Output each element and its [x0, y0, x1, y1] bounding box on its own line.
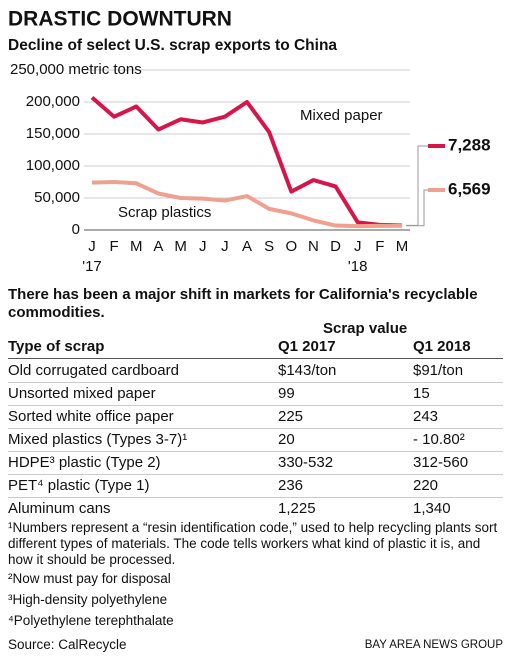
table: There has been a major shift in markets … — [8, 286, 503, 517]
table-row: Aluminum cans 1,225 1,340 — [8, 497, 503, 520]
group-header: Scrap value — [323, 320, 408, 337]
table-cell: Sorted white office paper — [8, 408, 174, 425]
leader-line — [406, 189, 428, 227]
x-tick-label: F — [110, 238, 119, 255]
table-row: Sorted white office paper 225 243 — [8, 405, 503, 429]
table-cell: $143/ton — [278, 362, 337, 379]
column-header: Q1 2017 — [278, 338, 336, 355]
source: Source: CalRecycle — [8, 637, 127, 652]
table-cell: 1,340 — [413, 500, 451, 517]
y-tick-label: 200,000 — [26, 93, 80, 110]
x-tick-label: M — [130, 238, 143, 255]
table-cell: 220 — [413, 477, 439, 494]
x-year-label: '17 — [82, 258, 102, 275]
x-tick-label: J — [88, 238, 96, 255]
x-tick-label: F — [375, 238, 384, 255]
chart-subtitle: Decline of select U.S. scrap exports to … — [8, 37, 337, 54]
x-tick-label: D — [330, 238, 341, 255]
x-tick-label: M — [174, 238, 187, 255]
line — [90, 96, 403, 228]
y-tick-label: 150,000 — [26, 125, 80, 142]
table-row: PET⁴ plastic (Type 1) 236 220 — [8, 474, 503, 498]
table-row: Old corrugated cardboard $143/ton $91/ton — [8, 359, 503, 383]
column-header: Q1 2018 — [413, 338, 471, 355]
table-row: Unsorted mixed paper 99 15 — [8, 382, 503, 406]
column-header: Type of scrap — [8, 338, 105, 355]
x-tick-label: N — [308, 238, 319, 255]
table-cell: $91/ton — [413, 362, 464, 379]
x-tick-label: S — [264, 238, 274, 255]
table-cell: Mixed plastics (Types 3-7)¹ — [8, 431, 188, 448]
credit: BAY AREA NEWS GROUP — [364, 639, 503, 651]
table-row: HDPE³ plastic (Type 2) 330-532 312-560 — [8, 451, 503, 475]
footnote: ¹Numbers represent a “resin identificati… — [8, 520, 498, 567]
chart: DRASTIC DOWNTURN Decline of select U.S. … — [8, 8, 491, 275]
table-cell: Aluminum cans — [8, 500, 111, 517]
table-cell: Old corrugated cardboard — [8, 362, 179, 379]
table-cell: 20 — [278, 431, 295, 448]
header-row: Type of scrap Q1 2017 Q1 2018 — [8, 335, 503, 359]
x-tick-label: O — [285, 238, 297, 255]
value-label: 6,569 — [448, 179, 491, 198]
y-tick-label: 0 — [72, 221, 80, 238]
table-cell: 312-560 — [413, 454, 469, 471]
series-label: Mixed paper — [300, 107, 383, 124]
x-tick-label: A — [153, 238, 163, 255]
table-row: Mixed plastics (Types 3-7)¹ 20 - 10.80² — [8, 428, 503, 452]
x-tick-label: A — [242, 238, 252, 255]
table-cell: 330-532 — [278, 454, 334, 471]
table-cell: 225 — [278, 408, 304, 425]
table-title: There has been a major shift in markets … — [8, 286, 478, 321]
x-year-label: '18 — [348, 258, 368, 275]
table-cell: 15 — [413, 385, 430, 402]
leader-line — [406, 145, 428, 226]
y-tick-label: 250,000 metric tons — [10, 61, 142, 78]
chart-title: DRASTIC DOWNTURN — [8, 8, 232, 31]
line — [91, 180, 403, 229]
y-tick-label: 100,000 — [26, 157, 80, 174]
x-tick-label: M — [396, 238, 409, 255]
footnote: ³High-density polyethylene — [8, 592, 168, 607]
table-cell: Unsorted mixed paper — [8, 385, 156, 402]
x-tick-label: J — [199, 238, 207, 255]
table-cell: PET⁴ plastic (Type 1) — [8, 477, 150, 494]
value-label: 7,288 — [448, 135, 491, 154]
footnote: ⁴Polyethylene terephthalate — [8, 613, 174, 628]
table-cell: 243 — [413, 408, 439, 425]
x-tick-label: J — [221, 238, 229, 255]
table-cell: 236 — [278, 477, 304, 494]
table-cell: - 10.80² — [413, 431, 465, 448]
series-label: Scrap plastics — [118, 204, 211, 221]
table-cell: 1,225 — [278, 500, 316, 517]
y-tick-label: 50,000 — [34, 189, 80, 206]
table-cell: HDPE³ plastic (Type 2) — [8, 454, 161, 471]
x-tick-label: J — [354, 238, 362, 255]
footnote: ²Now must pay for disposal — [8, 571, 171, 586]
table-cell: 99 — [278, 385, 295, 402]
